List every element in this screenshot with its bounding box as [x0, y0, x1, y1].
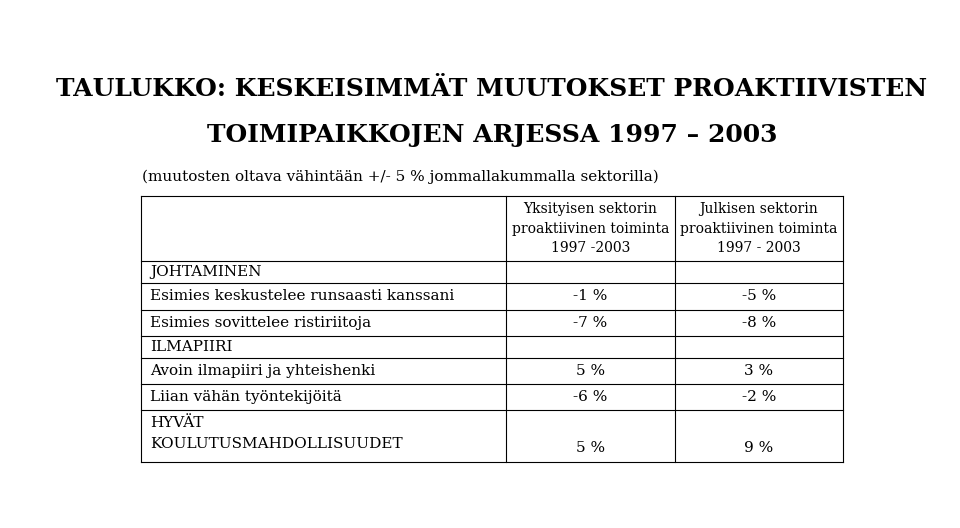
Text: Esimies keskustelee runsaasti kanssani: Esimies keskustelee runsaasti kanssani — [150, 289, 454, 304]
Text: (muutosten oltava vähintään +/- 5 % jommallakummalla sektorilla): (muutosten oltava vähintään +/- 5 % jomm… — [142, 169, 659, 184]
Text: -8 %: -8 % — [742, 316, 776, 329]
Text: TOIMIPAIKKOJEN ARJESSA 1997 – 2003: TOIMIPAIKKOJEN ARJESSA 1997 – 2003 — [206, 124, 778, 147]
Text: JOHTAMINEN: JOHTAMINEN — [150, 266, 262, 279]
Text: ILMAPIIRI: ILMAPIIRI — [150, 340, 232, 354]
Text: 9 %: 9 % — [744, 440, 774, 455]
Text: Liian vähän työntekijöitä: Liian vähän työntekijöitä — [150, 390, 342, 404]
Text: Yksityisen sektorin
proaktiivinen toiminta
1997 -2003: Yksityisen sektorin proaktiivinen toimin… — [512, 202, 669, 255]
Text: 3 %: 3 % — [744, 364, 774, 378]
Text: Avoin ilmapiiri ja yhteishenki: Avoin ilmapiiri ja yhteishenki — [150, 364, 375, 378]
Text: -2 %: -2 % — [742, 390, 776, 404]
Text: HYVÄT
KOULUTUSMAHDOLLISUUDET: HYVÄT KOULUTUSMAHDOLLISUUDET — [150, 416, 403, 451]
Text: Julkisen sektorin
proaktiivinen toiminta
1997 - 2003: Julkisen sektorin proaktiivinen toiminta… — [680, 202, 837, 255]
Text: 5 %: 5 % — [576, 440, 605, 455]
Text: -6 %: -6 % — [573, 390, 608, 404]
Text: Esimies sovittelee ristiriitoja: Esimies sovittelee ristiriitoja — [150, 316, 372, 329]
Text: 5 %: 5 % — [576, 364, 605, 378]
Text: -5 %: -5 % — [742, 289, 776, 304]
Text: -1 %: -1 % — [573, 289, 608, 304]
Text: -7 %: -7 % — [573, 316, 608, 329]
Text: TAULUKKO: KESKEISIMMÄT MUUTOKSET PROAKTIIVISTEN: TAULUKKO: KESKEISIMMÄT MUUTOKSET PROAKTI… — [57, 77, 927, 101]
